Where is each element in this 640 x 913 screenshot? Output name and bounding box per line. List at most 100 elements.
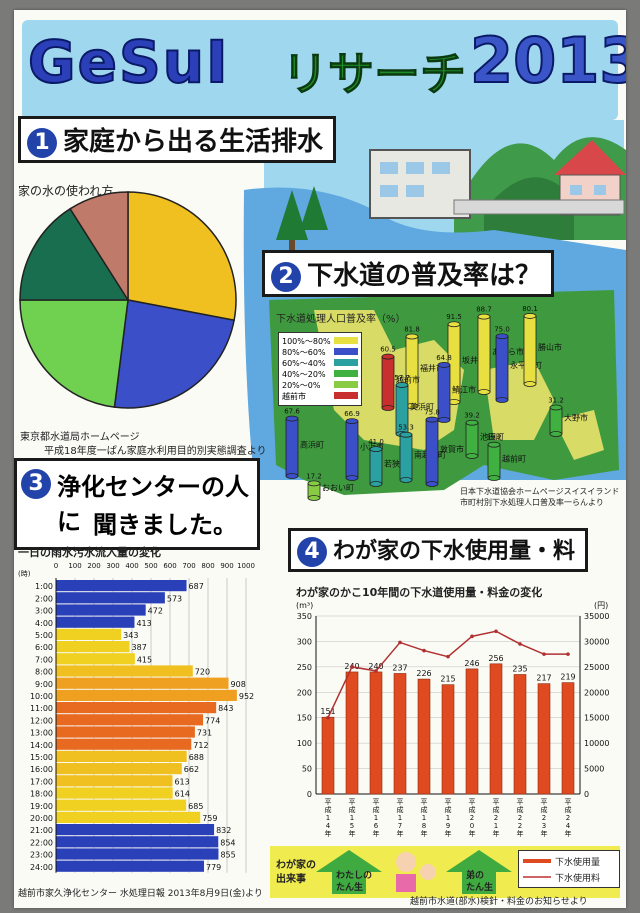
event-sibling-line2: たん生: [466, 883, 494, 893]
hourly-bar-value: 774: [205, 716, 220, 725]
section2-heading: 2 下水道の普及率は？: [262, 250, 555, 297]
usage-bar: [561, 682, 575, 795]
section4-number: 4: [297, 537, 327, 567]
hourly-bar: [56, 604, 146, 616]
cylinder-敦賀市: [425, 416, 439, 487]
map-source-2: 市町村別下水処理人口普及率一らんより: [460, 498, 604, 507]
pie-slice-2: [19, 299, 129, 408]
hourly-bar-value: 387: [132, 643, 147, 652]
map-legend-swatch: [334, 337, 358, 344]
usage-y-tick: 50: [302, 765, 312, 774]
hourly-bar: [56, 677, 229, 689]
hourly-y-unit: (時): [18, 570, 31, 578]
cylinder-value: 60.5: [380, 346, 396, 354]
cylinder-city: 大野市: [564, 413, 588, 423]
fee-point: [470, 634, 474, 639]
usage-y-tick: 200: [297, 688, 312, 697]
map-legend-label: 60%〜40%: [282, 359, 326, 368]
usage-bar-value: 235: [512, 664, 527, 673]
cylinder-value: 67.6: [284, 408, 300, 416]
map-legend-swatch: [334, 381, 358, 388]
arrow-sibling-born: [446, 850, 512, 894]
cylinder-若狭町: [369, 446, 383, 487]
hourly-hour-label: 15:00: [30, 753, 53, 762]
hourly-hour-label: 8:00: [35, 668, 53, 677]
usage-y2-tick: 30000: [584, 637, 609, 646]
cylinder-value: 57.7: [394, 374, 410, 382]
legend-fee: 下水使用料: [555, 874, 601, 884]
events-label-1: わが家の: [276, 860, 316, 871]
hourly-bar-value: 952: [239, 692, 254, 701]
event-me-line2: たん生: [336, 883, 364, 893]
hourly-hour-label: 14:00: [30, 741, 53, 750]
cylinder-value: 39.2: [464, 412, 480, 420]
fee-point: [422, 648, 426, 653]
hourly-bar-value: 832: [216, 826, 231, 835]
hourly-hour-label: 7:00: [35, 655, 53, 664]
hourly-hour-label: 18:00: [30, 790, 53, 799]
map-legend-swatch: [334, 348, 358, 355]
hourly-hour-label: 3:00: [35, 607, 53, 616]
cylinder-value: 75.0: [494, 325, 510, 333]
cylinder-value: 88.7: [476, 306, 492, 314]
children-illustration: [396, 852, 436, 892]
usage-x-label: 平成 2 2 年: [517, 798, 524, 838]
hourly-x-tick: 100: [68, 562, 81, 570]
map-legend-label: 80%〜60%: [282, 348, 326, 357]
cylinder-value: 64.8: [436, 354, 452, 362]
cylinder-city: 池田町: [480, 431, 504, 441]
hourly-hour-label: 20:00: [30, 814, 53, 823]
map-legend-label: 100%〜80%: [282, 337, 331, 346]
cylinder-坂井市: [447, 321, 461, 405]
cylinder-value: 80.1: [522, 305, 538, 313]
fee-point: [566, 652, 570, 656]
usage-source: 越前市水道(部水)検針・料金のお知らせより: [410, 897, 588, 907]
map-legend-swatch: [334, 392, 358, 399]
hourly-bar: [56, 665, 193, 677]
map-legend-row: 80%〜60%: [282, 347, 358, 358]
hourly-bar: [56, 763, 182, 775]
hourly-x-tick: 1000: [237, 562, 255, 570]
cylinder-value: 53.3: [398, 424, 414, 432]
usage-y-tick: 100: [297, 739, 312, 748]
pie-slice-5: [69, 191, 129, 303]
usage-y2-tick: 5000: [584, 765, 604, 774]
map-legend-swatch: [334, 370, 358, 377]
hourly-hour-label: 24:00: [30, 863, 53, 872]
usage-y2-tick: 0: [584, 790, 589, 799]
hourly-x-tick: 800: [201, 562, 214, 570]
hourly-bar-value: 413: [136, 619, 151, 628]
hourly-bar-value: 731: [197, 729, 212, 738]
hourly-x-tick: 600: [163, 562, 176, 570]
usage-x-label: 平成 2 1 年: [493, 798, 500, 838]
pie-source-2: 平成18年度一ぱん家庭水利用目的別実態調査より: [44, 446, 267, 457]
usage-bar-value: 226: [416, 669, 431, 678]
cylinder-大野市: [549, 404, 563, 437]
fee-point: [350, 665, 354, 669]
usage-bar-value: 217: [536, 674, 551, 683]
usage-y-tick: 300: [297, 637, 312, 646]
hourly-bar-value: 613: [174, 777, 189, 786]
hourly-bar: [56, 689, 237, 701]
cylinder-value: 41.0: [368, 438, 384, 446]
hourly-bar-value: 343: [123, 631, 138, 640]
usage-bar: [465, 668, 479, 795]
cylinder-city: 敦賀市: [440, 444, 464, 454]
cylinder-value: 66.9: [344, 410, 360, 418]
usage-y2-tick: 25000: [584, 663, 609, 672]
hourly-bar-value: 908: [231, 680, 246, 689]
cylinder-city: 美浜町: [410, 401, 434, 411]
hourly-bar-value: 472: [148, 607, 163, 616]
cylinder-小浜市: [345, 418, 359, 481]
hourly-hour-label: 4:00: [35, 619, 53, 628]
hourly-hour-label: 13:00: [30, 729, 53, 738]
cylinder-越前市: [381, 353, 395, 411]
usage-bar: [345, 671, 359, 795]
map-legend-row: 40%〜20%: [282, 369, 358, 380]
hourly-bar-value: 779: [206, 863, 221, 872]
cylinder-value: 75.8: [424, 409, 440, 417]
cylinder-city: 福井市: [420, 363, 444, 373]
hourly-bar-value: 855: [220, 851, 235, 860]
usage-y-unit: (m³): [296, 601, 313, 610]
usage-bar: [369, 671, 383, 795]
